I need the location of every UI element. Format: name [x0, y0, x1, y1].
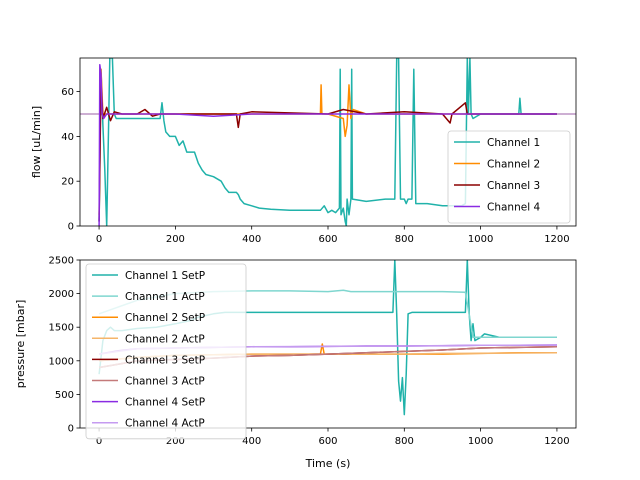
flow-legend-box: [447, 130, 571, 224]
pressure-legend-label-1: Channel 1 SetP: [125, 270, 205, 282]
pressure-axes: 0 200 400 600 800 1000 1200 0 500 1000 1500 2000 25…: [14, 256, 577, 470]
flow-series-line-3: [98, 79, 557, 222]
flow-y-axis-label: flow [uL/min]: [30, 106, 43, 178]
flow-x-tick-label: 0: [96, 234, 102, 245]
flow-legend-label-3: Channel 3: [487, 180, 540, 192]
pressure-x-tick-label: 600: [318, 436, 337, 447]
flow-x-tick-label: 400: [242, 234, 261, 245]
pressure-legend-box: [85, 263, 247, 440]
flow-legend-label-4: Channel 4: [487, 202, 540, 214]
flow-x-tick-label: 1200: [544, 234, 569, 245]
pressure-legend-label-5: Channel 3 SetP: [125, 354, 205, 366]
pressure-x-tick-label: 400: [242, 436, 261, 447]
flow-axes: 0 200 400 600 800 1000 1200 0 20 40 60 flow [uL/m…: [30, 57, 577, 245]
pressure-x-tick-label: 1200: [544, 436, 569, 447]
pressure-y-tick-label: 2500: [49, 256, 74, 267]
pressure-legend-label-4: Channel 2 ActP: [125, 333, 205, 345]
pressure-y-tick-label: 500: [55, 390, 74, 401]
pressure-x-axis-label: Time (s): [305, 457, 351, 470]
pressure-legend-label-3: Channel 2 SetP: [125, 312, 205, 324]
flow-series-line-4: [98, 63, 557, 226]
pressure-x-tick-label: 1000: [468, 436, 493, 447]
flow-series-group: [80, 58, 576, 226]
flow-legend-label-2: Channel 2: [487, 159, 540, 171]
pressure-x-tick-label: 800: [395, 436, 414, 447]
flow-y-ticks: 0 20 40 60: [61, 87, 80, 233]
pressure-y-tick-label: 1000: [49, 356, 74, 367]
pressure-legend: Channel 1 SetP Channel 1 ActP Channel 2 Se…: [85, 263, 247, 440]
flow-x-tick-label: 600: [318, 234, 337, 245]
pressure-x-tick-label: 0: [96, 436, 102, 447]
flow-legend: Channel 1 Channel 2 Channel 3 Channel 4: [447, 130, 571, 224]
pressure-legend-label-6: Channel 3 ActP: [125, 376, 205, 388]
flow-x-tick-label: 200: [166, 234, 185, 245]
flow-legend-label-1: Channel 1: [487, 137, 540, 149]
flow-y-tick-label: 0: [68, 222, 74, 233]
flow-series-line-1: [98, 58, 557, 226]
pressure-legend-label-8: Channel 4 ActP: [125, 418, 205, 430]
flow-x-tick-label: 1000: [468, 234, 493, 245]
flow-y-tick-label: 40: [61, 132, 74, 143]
flow-y-tick-label: 60: [61, 87, 74, 98]
flow-y-tick-label: 20: [61, 177, 74, 188]
pressure-y-tick-label: 1500: [49, 323, 74, 334]
pressure-legend-label-7: Channel 4 SetP: [125, 397, 205, 409]
pressure-x-tick-label: 200: [166, 436, 185, 447]
flow-x-tick-label: 800: [395, 234, 414, 245]
pressure-legend-label-2: Channel 1 ActP: [125, 291, 205, 303]
pressure-y-axis-label: pressure [mbar]: [14, 300, 27, 389]
pressure-y-tick-label: 2000: [49, 289, 74, 300]
pressure-y-tick-label: 0: [68, 424, 74, 435]
flow-x-ticks: 0 200 400 600 800 1000 1200: [96, 226, 570, 245]
pressure-y-ticks: 0 500 1000 1500 2000 2500: [49, 256, 80, 435]
